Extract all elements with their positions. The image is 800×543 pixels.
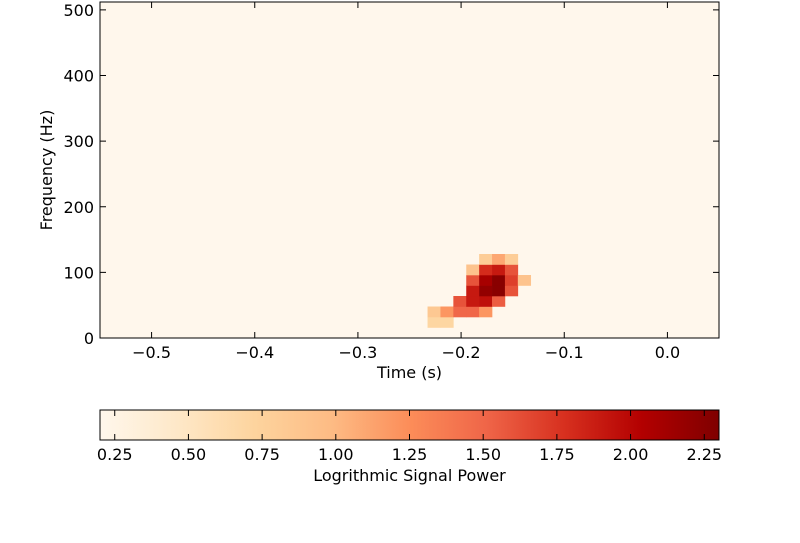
heatmap-axes: −0.5 −0.4 −0.3 −0.2 −0.1 0.0 0 100 200 300 400 500… bbox=[37, 1, 720, 382]
y-tick-label: 500 bbox=[63, 1, 94, 20]
heatmap-cell bbox=[427, 317, 441, 328]
x-tick-label: −0.4 bbox=[235, 343, 274, 362]
x-tick-label: 0.0 bbox=[655, 343, 680, 362]
heatmap-cell bbox=[504, 285, 519, 297]
y-tick-label: 300 bbox=[63, 132, 94, 151]
heatmap-cell bbox=[492, 264, 506, 276]
heatmap-cell bbox=[479, 275, 493, 286]
heatmap-cell bbox=[517, 275, 532, 286]
heatmap-cell bbox=[453, 306, 467, 318]
heatmap-background bbox=[100, 2, 719, 338]
x-tick-label: −0.3 bbox=[338, 343, 377, 362]
heatmap-cell bbox=[492, 254, 506, 265]
heatmap-cell bbox=[440, 306, 454, 318]
colorbar-tick-label: 0.25 bbox=[97, 445, 133, 464]
y-tick-label: 100 bbox=[63, 263, 94, 282]
colorbar-tick-label: 0.75 bbox=[244, 445, 280, 464]
heatmap-cell bbox=[466, 275, 480, 286]
heatmap-cell bbox=[479, 254, 493, 265]
x-tick-label: −0.5 bbox=[132, 343, 171, 362]
heatmap-frame bbox=[99, 1, 720, 339]
x-tick-label: −0.2 bbox=[442, 343, 481, 362]
heatmap-cell bbox=[427, 306, 441, 318]
y-tick-label: 400 bbox=[63, 67, 94, 86]
heatmap-cell bbox=[466, 296, 480, 307]
colorbar-ticks: 0.25 0.50 0.75 1.00 1.25 1.50 1.75 2.00 2.25 bbox=[97, 410, 722, 464]
colorbar: 0.25 0.50 0.75 1.00 1.25 1.50 1.75 2.00 2.25 Log… bbox=[97, 409, 722, 485]
y-tick-label: 200 bbox=[63, 198, 94, 217]
heatmap-cell bbox=[504, 254, 519, 265]
y-axis-ticks: 0 100 200 300 400 500 bbox=[63, 1, 719, 348]
heatmap-cell bbox=[504, 275, 519, 286]
heatmap-cell bbox=[466, 285, 480, 297]
colorbar-tick-label: 0.50 bbox=[171, 445, 207, 464]
heatmap-cell bbox=[479, 296, 493, 307]
heatmap-cell bbox=[479, 285, 493, 297]
heatmap-cells bbox=[427, 254, 532, 328]
heatmap-cell bbox=[466, 264, 480, 276]
y-tick-label: 0 bbox=[84, 329, 94, 348]
heatmap-cell bbox=[492, 296, 506, 307]
colorbar-tick-label: 1.50 bbox=[465, 445, 501, 464]
y-axis-label: Frequency (Hz) bbox=[37, 110, 56, 231]
colorbar-tick-label: 1.75 bbox=[539, 445, 575, 464]
x-axis-ticks: −0.5 −0.4 −0.3 −0.2 −0.1 0.0 bbox=[132, 2, 680, 362]
heatmap-cell bbox=[504, 264, 519, 276]
colorbar-tick-label: 1.00 bbox=[318, 445, 354, 464]
heatmap-cell bbox=[440, 317, 454, 328]
colorbar-tick-label: 1.25 bbox=[392, 445, 428, 464]
x-tick-label: −0.1 bbox=[545, 343, 584, 362]
colorbar-tick-label: 2.00 bbox=[613, 445, 649, 464]
heatmap-cell bbox=[479, 264, 493, 276]
heatmap-cell bbox=[466, 306, 480, 318]
heatmap-cell bbox=[453, 296, 467, 307]
heatmap-cell bbox=[492, 285, 506, 297]
heatmap-cell bbox=[479, 306, 493, 318]
colorbar-label: Logrithmic Signal Power bbox=[313, 466, 506, 485]
x-axis-label: Time (s) bbox=[376, 363, 442, 382]
heatmap-cell bbox=[492, 275, 506, 286]
colorbar-tick-label: 2.25 bbox=[686, 445, 722, 464]
